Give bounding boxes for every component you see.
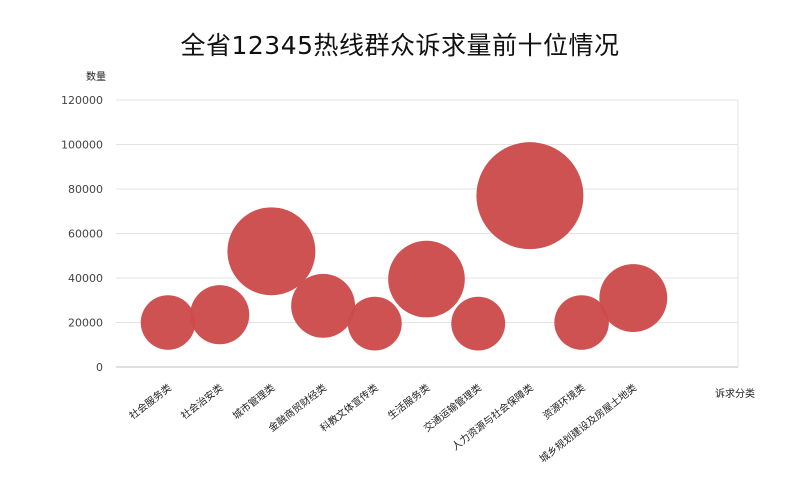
y-tick-label: 80000 [68, 183, 103, 196]
x-tick-label: 人力资源与社会保障类 [449, 381, 536, 453]
y-axis-label: 数量 [86, 70, 106, 83]
y-tick-labels: 0 20000 40000 60000 80000 100000 120000 [61, 94, 103, 374]
y-tick-label: 60000 [68, 228, 103, 241]
y-tick-label: 120000 [61, 94, 103, 107]
x-tick-label: 社会服务类 [126, 381, 173, 422]
y-tick-label: 40000 [68, 272, 103, 285]
x-tick-label: 城乡规划建设及房屋土地类 [537, 381, 640, 465]
bubble [388, 240, 465, 318]
y-tick-label: 0 [96, 361, 103, 374]
chart-title: 全省12345热线群众诉求量前十位情况 [180, 31, 620, 60]
bubbles [140, 142, 668, 351]
x-tick-label: 社会治安类 [178, 381, 225, 422]
x-tick-label: 资源环境类 [540, 381, 587, 422]
bubble [347, 296, 402, 351]
bubble [291, 273, 356, 338]
x-tick-label: 生活服务类 [385, 381, 432, 422]
y-tick-label: 20000 [68, 317, 103, 330]
bubble [476, 142, 584, 250]
bubble [599, 264, 668, 332]
bubble [554, 295, 609, 350]
x-tick-label: 城市管理类 [230, 381, 277, 422]
bubble [140, 295, 196, 350]
y-tick-label: 100000 [61, 139, 103, 152]
bubble [451, 296, 506, 351]
bubble [227, 207, 316, 296]
bubble [190, 285, 250, 345]
x-axis-label: 诉求分类 [715, 387, 755, 400]
